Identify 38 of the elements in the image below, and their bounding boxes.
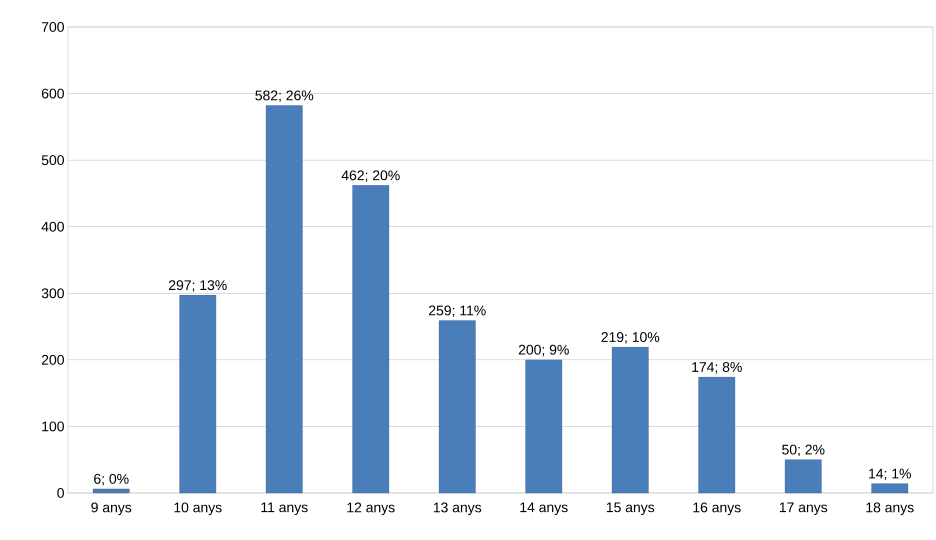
bar [698, 376, 736, 494]
data-label: 219; 10% [601, 332, 660, 344]
bar [179, 295, 216, 494]
data-label: 582; 26% [255, 90, 314, 102]
data-label: 6; 0% [94, 474, 129, 486]
y-tick-label: 0 [57, 488, 64, 498]
bar [352, 185, 390, 494]
y-tick-label: 100 [42, 421, 64, 432]
x-tick-label: 16 anys [693, 502, 741, 516]
x-tick-label: 13 anys [434, 502, 482, 516]
data-label: 200; 9% [518, 344, 569, 356]
bar [266, 105, 303, 494]
y-tick-label: 500 [42, 155, 64, 166]
data-label: 50; 2% [782, 444, 824, 456]
y-tick-label: 400 [42, 222, 64, 232]
data-label: 174; 8% [692, 362, 742, 374]
x-tick-label: 10 anys [174, 502, 222, 516]
x-tick-label: 12 anys [347, 502, 395, 516]
y-tick-label: 200 [42, 354, 64, 365]
bar [525, 360, 562, 494]
x-tick-label: 9 anys [91, 502, 132, 516]
data-label: 462; 20% [342, 170, 400, 182]
x-tick-label: 18 anys [866, 502, 914, 516]
bar [612, 346, 649, 494]
data-label: 259; 11% [429, 306, 486, 318]
bar [784, 460, 822, 494]
bar [438, 320, 476, 494]
x-tick-label: 15 anys [606, 502, 654, 515]
bar [92, 488, 130, 494]
x-tick-label: 17 anys [780, 502, 828, 515]
y-tick-label: 300 [42, 288, 64, 298]
bar [871, 483, 908, 494]
data-label: 297; 13% [168, 280, 227, 292]
y-tick-label: 600 [42, 88, 64, 99]
x-tick-label: 14 anys [520, 502, 568, 515]
x-tick-label: 11 anys [261, 502, 308, 515]
data-label: 14; 1% [869, 468, 911, 480]
y-tick-label: 700 [42, 22, 64, 32]
